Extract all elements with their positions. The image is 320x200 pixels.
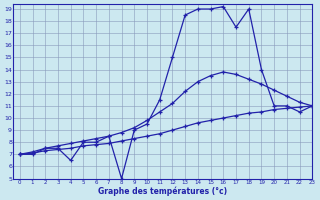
X-axis label: Graphe des températures (°c): Graphe des températures (°c) bbox=[98, 186, 228, 196]
